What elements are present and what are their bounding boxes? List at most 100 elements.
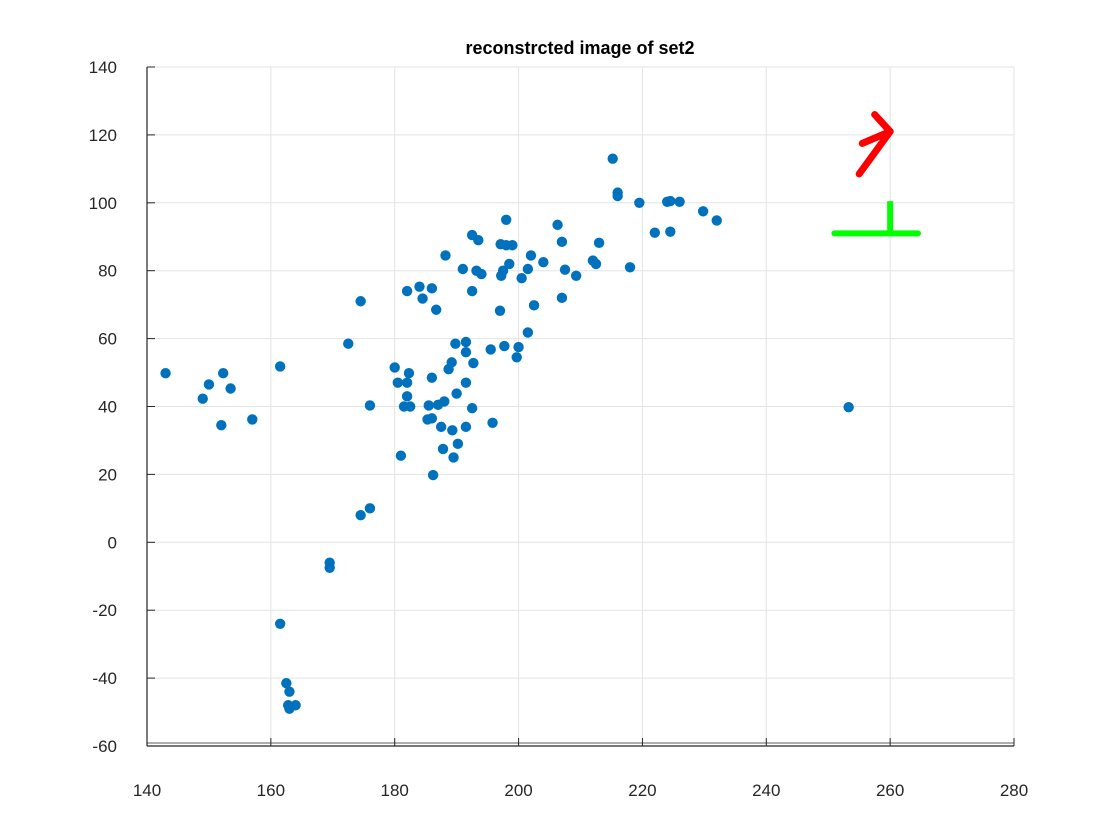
- scatter-point: [522, 263, 534, 275]
- scatter-point: [473, 234, 484, 246]
- scatter-point: [435, 421, 447, 433]
- scatter-point: [401, 377, 413, 388]
- scatter-point: [513, 341, 524, 353]
- scatter-point: [649, 227, 661, 238]
- scatter-point: [500, 214, 512, 225]
- scatter-point: [457, 263, 469, 275]
- scatter-point: [559, 264, 571, 275]
- scatter-point: [197, 393, 208, 404]
- scatter-point: [538, 257, 549, 268]
- grid-lines: [146, 66, 1015, 747]
- scatter-point: [494, 305, 506, 316]
- scatter-point: [466, 402, 478, 414]
- scatter-point: [427, 469, 439, 481]
- scatter-point: [403, 368, 415, 379]
- scatter-point: [414, 281, 425, 292]
- chart-title: reconstrcted image of set2: [465, 38, 694, 58]
- scatter-point: [364, 400, 376, 411]
- axis-markers: [831, 111, 922, 237]
- scatter-point: [460, 421, 472, 433]
- scatter-point: [497, 265, 509, 276]
- scatter-point: [499, 340, 510, 352]
- scatter-point: [281, 677, 292, 689]
- scatter-point: [612, 190, 623, 202]
- scatter-point: [290, 700, 301, 711]
- scatter-point: [448, 452, 459, 463]
- scatter-point: [468, 357, 479, 369]
- red-arrow-shaft: [855, 128, 894, 178]
- scatter-point: [225, 383, 236, 394]
- y-tick-label: 0: [108, 533, 117, 552]
- scatter-point: [460, 346, 472, 358]
- scatter-point: [401, 391, 413, 402]
- scatter-point: [440, 250, 451, 261]
- scatter-point: [487, 417, 498, 428]
- scatter-point: [439, 396, 450, 407]
- scatter-point: [665, 195, 676, 207]
- scatter-point: [160, 368, 171, 379]
- scatter-point: [460, 377, 472, 388]
- scatter-point: [624, 262, 636, 273]
- scatter-point: [217, 368, 229, 379]
- scatter-point: [511, 352, 522, 363]
- scatter-point: [216, 419, 227, 431]
- scatter-point: [446, 357, 457, 368]
- scatter-point: [274, 361, 286, 372]
- y-tick-label: 80: [98, 262, 117, 281]
- y-tick-label: 100: [89, 194, 117, 213]
- scatter-point: [556, 236, 568, 248]
- scatter-point: [247, 414, 258, 425]
- scatter-point: [634, 197, 645, 208]
- scatter-point: [504, 258, 515, 270]
- x-tick-label: 280: [1000, 781, 1028, 800]
- x-tick-label: 200: [504, 781, 532, 800]
- scatter-point: [364, 503, 376, 514]
- scatter-point: [451, 388, 462, 399]
- scatter-point: [674, 196, 685, 207]
- scatter-point: [392, 377, 404, 388]
- y-tick-label: 140: [89, 58, 117, 77]
- axes: [146, 66, 1015, 747]
- scatter-point: [485, 344, 496, 355]
- x-tick-label: 260: [876, 781, 904, 800]
- scatter-point: [507, 240, 518, 251]
- scatter-point: [522, 327, 534, 338]
- x-tick-label: 240: [752, 781, 780, 800]
- scatter-point: [607, 153, 618, 164]
- scatter-point: [355, 296, 366, 307]
- y-tick-label: -40: [92, 669, 117, 688]
- scatter-point: [389, 362, 400, 373]
- scatter-point: [528, 300, 540, 311]
- y-tick-label: -20: [92, 601, 117, 620]
- scatter-point: [324, 562, 335, 573]
- scatter-point: [404, 401, 416, 412]
- x-tick-label: 160: [257, 781, 285, 800]
- scatter-point: [343, 338, 354, 349]
- scatter-point: [431, 304, 442, 315]
- scatter-point: [697, 206, 709, 217]
- scatter-point: [426, 413, 438, 424]
- y-tick-label: 60: [98, 330, 117, 349]
- scatter-point: [437, 443, 449, 455]
- scatter-point: [525, 250, 537, 261]
- scatter-point: [556, 292, 568, 304]
- scatter-point: [460, 336, 472, 348]
- tick-labels: 140 160 180 200 220 240 260 280 -60 -40 -20 0 20 40 60…: [89, 58, 1029, 800]
- scatter-point: [552, 219, 563, 231]
- scatter-point: [450, 338, 461, 349]
- scatter-point: [466, 285, 478, 297]
- scatter-point: [711, 215, 722, 226]
- scatter-point: [401, 285, 413, 297]
- scatter-point: [417, 293, 428, 304]
- data-points: [160, 153, 854, 714]
- scatter-point: [203, 379, 215, 390]
- scatter-point: [665, 226, 676, 237]
- scatter-point: [423, 400, 434, 411]
- y-tick-label: 20: [98, 465, 117, 484]
- x-tick-label: 180: [381, 781, 409, 800]
- y-tick-label: 40: [98, 398, 117, 417]
- scatter-point: [447, 425, 458, 436]
- x-tick-label: 140: [133, 781, 161, 800]
- scatter-point: [274, 618, 286, 629]
